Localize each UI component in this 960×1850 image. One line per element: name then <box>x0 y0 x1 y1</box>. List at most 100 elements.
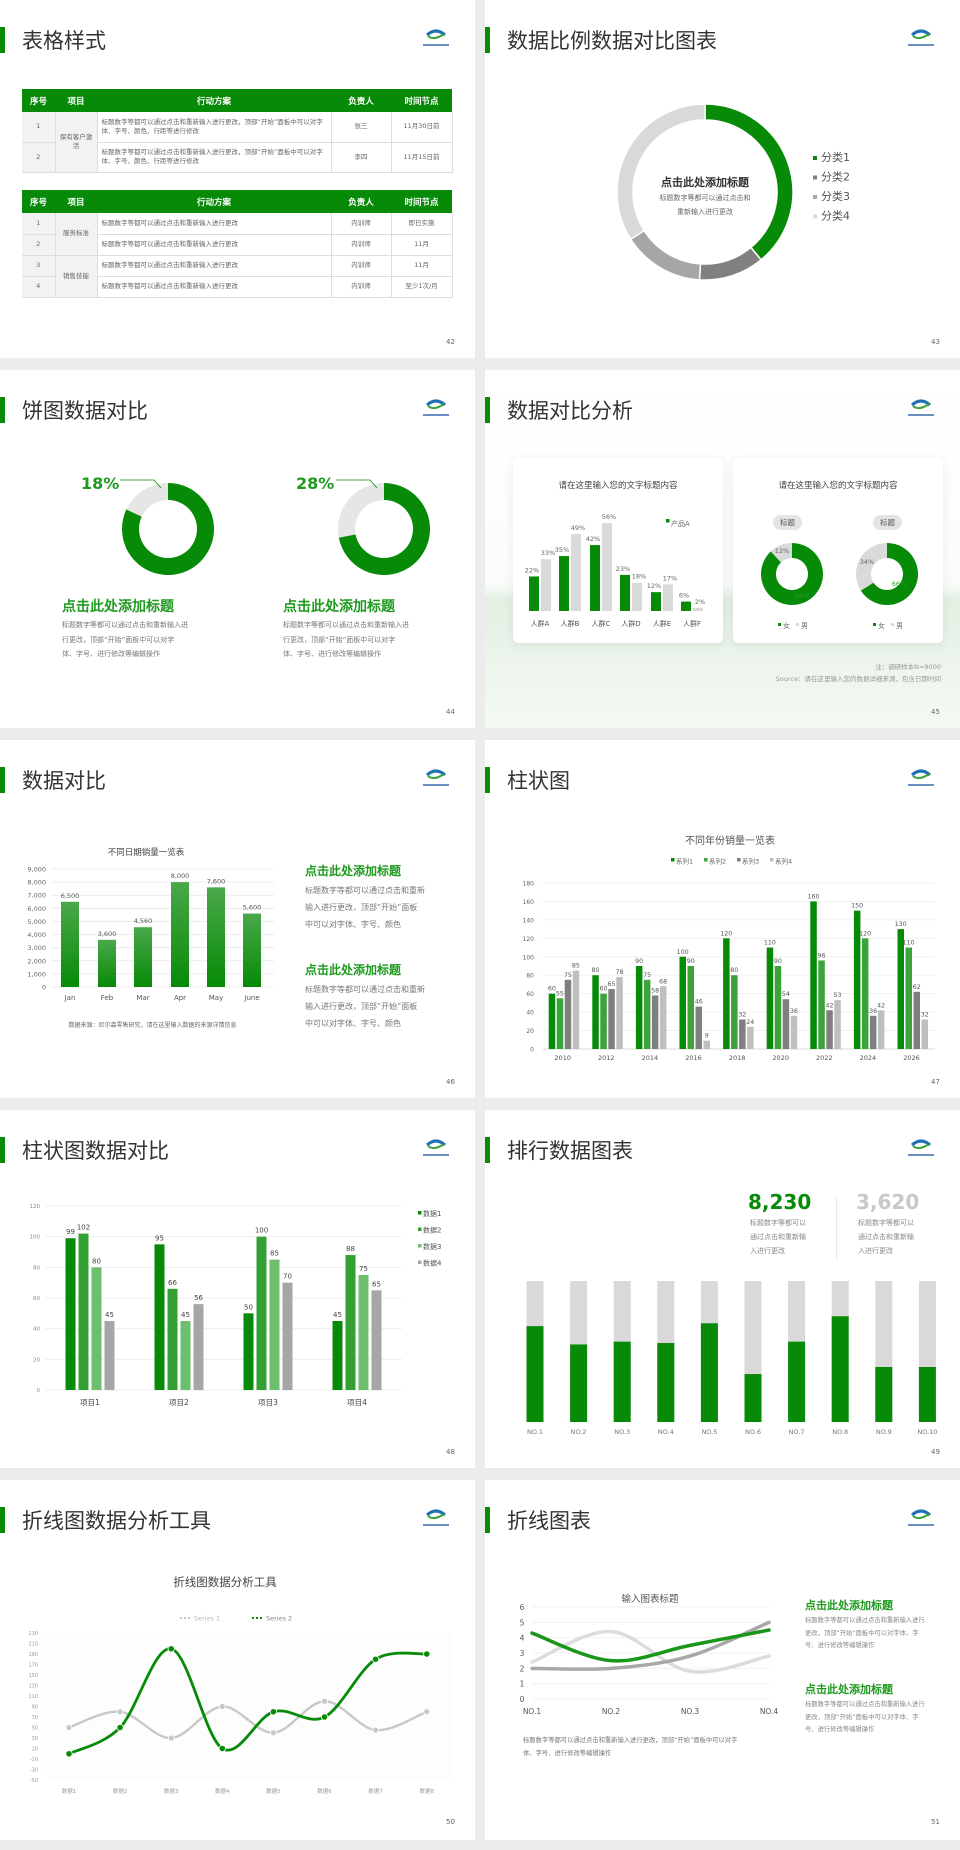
bar-value-label: 56% <box>602 513 616 521</box>
slide-45[interactable]: 数据对比分析 22% 35% 42% 23% 12% 6% 33% 49% 56% 18% 17% 2… <box>485 370 960 728</box>
col-header: 项目 <box>55 190 97 213</box>
bar-value-label: 58 <box>651 988 659 995</box>
donut-slice <box>338 483 431 575</box>
donut-value-label: 12% <box>775 547 789 555</box>
bar-value-label: 66 <box>168 1279 177 1287</box>
slide-48[interactable]: 0 20 40 60 80 100 120 99 102 80 45 项目1 95 66 45 56 项目2 50… <box>0 1110 475 1468</box>
slide-51[interactable]: 0 1 2 3 4 5 6 NO.1 NO.2 NO.3 NO.4 折线图表 输入图表标题 标题数字… <box>485 1480 960 1840</box>
donut-slice <box>860 543 918 605</box>
title-accent-bar <box>485 1137 490 1163</box>
col-header: 行动方案 <box>97 89 331 112</box>
bar <box>744 1374 762 1422</box>
donut-slice <box>121 483 214 575</box>
data-point <box>167 1645 175 1653</box>
x-tick-label: Apr <box>174 994 186 1002</box>
series-line <box>530 1629 771 1674</box>
title-accent-bar <box>485 397 490 423</box>
bar-value-label: 150 <box>851 903 863 910</box>
bar <box>590 545 600 611</box>
legend-label: 数据1 <box>423 1209 441 1218</box>
bar <box>256 1236 267 1390</box>
bar <box>766 947 774 1049</box>
bar-value-label: 23% <box>616 565 630 573</box>
y-tick-label: 190 <box>28 1652 38 1658</box>
legend-swatch <box>418 1244 422 1248</box>
y-tick-label: 6 <box>520 1603 525 1612</box>
slide-46[interactable]: 0 1,000 2,000 3,000 4,000 5,000 6,000 7,000 8,00… <box>0 740 475 1098</box>
y-tick-label: 80 <box>526 973 534 980</box>
bar <box>869 1015 877 1049</box>
bar <box>853 910 861 1049</box>
bar <box>61 901 79 987</box>
x-tick-label: 2010 <box>554 1054 571 1062</box>
chart-title: 不同日期销量一览表 <box>107 848 185 858</box>
cell-time: 11月15日前 <box>391 142 453 173</box>
bar <box>193 1304 204 1390</box>
cell-no: 2 <box>22 142 56 173</box>
slide-44[interactable]: 饼图数据对比 18% 28% 点击此处添加标题 标题数字等都可以通过点击和重新输… <box>0 370 475 728</box>
page-number: 42 <box>446 338 455 346</box>
leader-line <box>336 479 378 489</box>
x-tick-label: May <box>209 994 223 1002</box>
y-tick-label: 0 <box>37 1388 41 1394</box>
y-tick-label: 0 <box>42 984 46 992</box>
x-tick-label: 项目1 <box>80 1398 100 1407</box>
x-tick-label: 项目3 <box>258 1398 278 1407</box>
slide-43[interactable]: 分类1 分类2 分类3 分类4 数据比例数据对比图表 点击此处添加标题 标题数字等都可… <box>485 0 960 358</box>
y-tick-label: 80 <box>33 1265 40 1271</box>
legend-swatch <box>418 1260 422 1264</box>
bar-value-label: 9 <box>705 1033 709 1040</box>
category-label: 人群F <box>683 619 701 628</box>
block-body: 标题数字等都可以通过点击和重新输入进行更改，顶部“开始”面板中可以对字体、字号、… <box>805 1699 925 1737</box>
action-plan-table-2: 序号 项目 行动方案 负责人 时间节点 1 服务标准 标题数字等都可以通过点击和重新输入进行… <box>22 190 453 298</box>
cell-time: 11月 <box>391 234 453 256</box>
slide-47[interactable]: 0 20 40 60 80 100 120 140 160 180 60 55 75 85 2010 80 60… <box>485 740 960 1098</box>
bar <box>810 901 817 1049</box>
category-label: 人群A <box>531 619 550 628</box>
block-heading: 点击此处添加标题 <box>305 963 402 977</box>
col-header: 负责人 <box>331 89 391 112</box>
slide-50[interactable]: -50 -30 -10 10 30 50 70 90 110 130 150 170 190 210 230… <box>0 1480 475 1840</box>
y-tick-label: 100 <box>30 1235 41 1241</box>
cell-group: 销售技能 <box>55 255 98 298</box>
legend-label: 男 <box>896 622 903 630</box>
slide-49[interactable]: NO.1 NO.2 NO.3 NO.4 NO.5 NO.6 NO.7 NO.8 NO.9 NO.1… <box>485 1110 960 1468</box>
legend-label: 数据2 <box>423 1226 441 1235</box>
series-line <box>68 1647 427 1756</box>
bar-value-label: 90 <box>687 958 695 965</box>
legend-label: 男 <box>801 622 808 630</box>
cell-owner: 内训师 <box>331 276 392 298</box>
bar <box>572 970 580 1049</box>
block-heading: 点击此处添加标题 <box>805 1683 893 1696</box>
data-point <box>218 1703 226 1710</box>
bar <box>559 556 569 611</box>
bar <box>700 1323 718 1422</box>
bar-value-label: 6% <box>679 592 689 600</box>
bar-value-label: 85 <box>572 963 580 970</box>
bar <box>861 938 869 1049</box>
bar-value-label: 160 <box>807 893 819 900</box>
bar-value-label: 32 <box>738 1011 746 1018</box>
donut-center-text: 重新输入进行更改 <box>677 208 733 216</box>
legend-label: 分类3 <box>821 189 850 203</box>
slide-42[interactable]: 表格样式 序号 项目 行动方案 负责人 时间节点 1 保有客户激活 标题数字等都可以通过点击… <box>0 0 475 358</box>
donut-slice <box>761 543 823 605</box>
y-tick-label: 9,000 <box>27 866 46 874</box>
table-row: 2 标题数字等都可以通过点击和重新输入进行更改，顶部“开始”面板中可以对字体、字号… <box>22 142 453 173</box>
title-accent-bar <box>485 767 490 793</box>
bar <box>788 1341 806 1422</box>
x-tick-label: 数据7 <box>368 1787 383 1795</box>
body-line: 体、字号、进行修改等编辑操作 <box>62 650 160 658</box>
y-tick-label: 210 <box>28 1642 38 1648</box>
body-line: 标题数字等都可以通过点击和重新输入进行更改，顶部“开始”面板中可以对字 <box>523 1737 738 1744</box>
x-tick-label: 数据1 <box>62 1787 77 1795</box>
eye-swoosh-logo-icon <box>908 1139 934 1156</box>
legend-swatch <box>704 858 708 862</box>
x-tick-label: NO.6 <box>745 1428 761 1436</box>
body-line: 标题数字等都可以通过点击和重新输入进行 <box>805 1701 925 1708</box>
bar <box>921 1019 928 1049</box>
body-line: 标题数字等都可以通过点击和重新输入进 <box>62 621 188 629</box>
bar <box>602 523 612 611</box>
bar <box>731 975 738 1049</box>
bar-value-label: 80 <box>730 967 738 974</box>
